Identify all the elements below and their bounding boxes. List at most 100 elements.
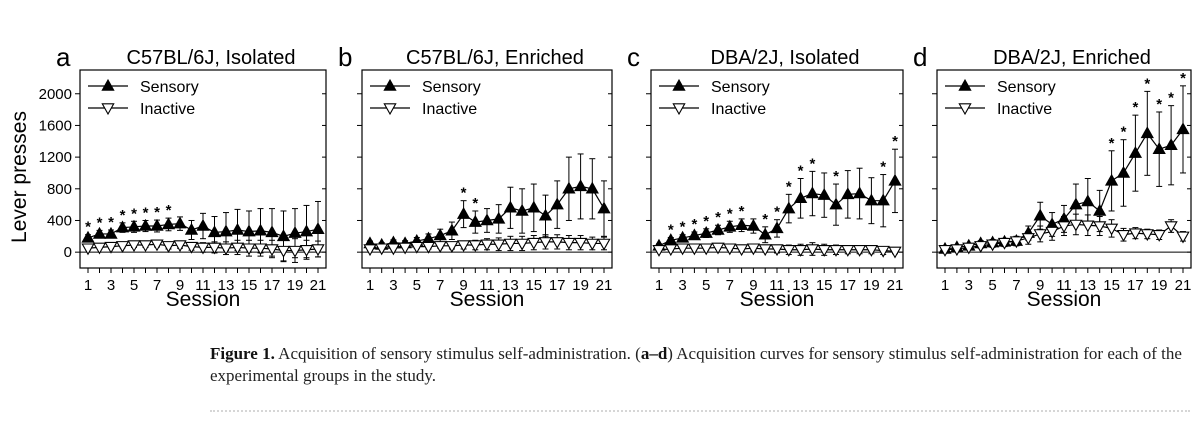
x-tick-label: 9 — [459, 277, 467, 294]
data-point — [876, 193, 890, 206]
data-point — [433, 241, 447, 253]
significance-star: * — [1144, 75, 1150, 92]
data-point — [1176, 122, 1190, 135]
caption-text-before: Acquisition of sensory stimulus self-adm… — [278, 344, 641, 363]
data-point — [386, 243, 401, 256]
data-point — [161, 241, 176, 253]
data-point — [864, 245, 879, 257]
data-point — [311, 244, 325, 257]
data-point — [503, 200, 518, 213]
data-point — [299, 224, 314, 237]
data-point — [782, 201, 796, 214]
x-tick-label: 11 — [769, 277, 785, 294]
data-point — [1128, 228, 1143, 241]
data-point — [1021, 233, 1035, 246]
x-tick-label: 21 — [310, 277, 327, 294]
legend-label-sensory: Sensory — [422, 79, 481, 96]
data-point — [805, 186, 820, 199]
x-tick-label: 19 — [1151, 277, 1168, 294]
x-tick-label: 3 — [678, 277, 686, 294]
data-point — [562, 237, 576, 250]
legend: Sensory Inactive — [945, 78, 1056, 118]
panel-title: C57BL/6J, Enriched — [406, 47, 584, 69]
x-tick-label: 19 — [863, 277, 880, 294]
significance-star: * — [703, 213, 709, 230]
legend-marker-sensory — [101, 78, 115, 91]
data-point — [888, 246, 902, 259]
significance-star: * — [108, 214, 114, 231]
data-point — [127, 219, 141, 232]
data-point — [276, 245, 291, 258]
data-point — [207, 242, 222, 255]
data-point — [711, 242, 725, 255]
x-tick-label: 19 — [287, 277, 304, 294]
data-point — [997, 237, 1012, 250]
x-tick-label: 13 — [1079, 277, 1096, 294]
x-tick-label: 21 — [596, 277, 613, 294]
data-point — [515, 203, 529, 216]
data-point — [527, 237, 541, 250]
significance-star: * — [668, 222, 674, 239]
x-tick-label: 1 — [655, 277, 663, 294]
data-point — [1033, 229, 1047, 242]
legend-label-inactive: Inactive — [422, 101, 477, 118]
data-point — [1104, 223, 1119, 236]
data-point — [852, 186, 867, 199]
significance-star: * — [1121, 124, 1127, 141]
y-axis-title: Lever presses — [8, 111, 31, 243]
legend-marker-inactive — [383, 103, 397, 116]
data-point — [184, 241, 199, 254]
data-point — [817, 245, 831, 257]
significance-star: * — [472, 195, 478, 212]
plot-frame — [650, 69, 904, 269]
x-tick-label: 9 — [1036, 277, 1044, 294]
significance-star: * — [786, 178, 792, 195]
data-point — [410, 241, 424, 254]
data-point — [950, 244, 964, 257]
data-point — [1093, 203, 1107, 216]
x-tick-label: 7 — [436, 277, 444, 294]
data-point — [81, 230, 95, 243]
data-point — [938, 245, 952, 257]
data-point — [468, 214, 482, 227]
data-point — [456, 207, 471, 219]
data-point — [173, 216, 187, 229]
x-tick-label: 15 — [241, 277, 258, 294]
data-point — [196, 242, 210, 255]
data-point — [1081, 194, 1095, 207]
significance-star: * — [809, 155, 815, 172]
data-point — [196, 218, 210, 231]
panel-title: DBA/2J, Isolated — [711, 47, 860, 69]
data-point — [699, 243, 713, 256]
y-tick-label: 0 — [64, 244, 72, 261]
data-point — [1116, 165, 1131, 178]
significance-star: * — [120, 207, 126, 224]
legend: Sensory Inactive — [370, 78, 481, 118]
x-tick-label: 17 — [264, 277, 281, 294]
x-tick-label: 7 — [726, 277, 734, 294]
data-point — [1152, 229, 1166, 242]
data-point — [1164, 138, 1178, 150]
data-point — [538, 237, 553, 249]
x-tick-label: 1 — [366, 277, 374, 294]
significance-star: * — [1156, 96, 1162, 113]
x-tick-label: 15 — [525, 277, 542, 294]
data-point — [711, 222, 725, 235]
data-point — [1140, 126, 1154, 139]
data-point — [1140, 229, 1154, 242]
caption-divider — [210, 410, 1190, 412]
x-tick-label: 1 — [84, 277, 92, 294]
legend-label-sensory: Sensory — [997, 79, 1056, 96]
data-point — [573, 237, 588, 250]
data-point — [852, 245, 867, 257]
data-point — [104, 241, 118, 254]
data-point — [207, 225, 222, 238]
y-tick-label: 400 — [47, 212, 72, 229]
significance-star: * — [892, 133, 898, 150]
x-tick-label: 17 — [549, 277, 566, 294]
panel-title: DBA/2J, Enriched — [993, 47, 1151, 69]
data-point — [1045, 226, 1059, 239]
